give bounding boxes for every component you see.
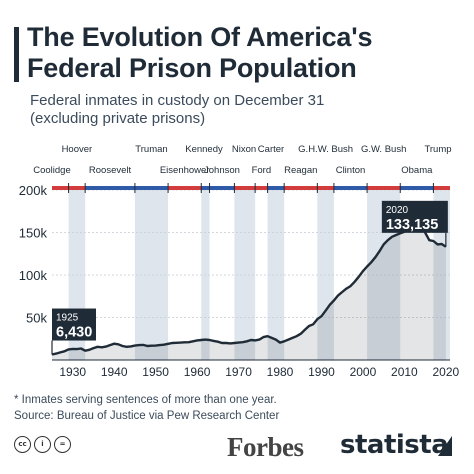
president-label: Johnson xyxy=(204,165,240,176)
callout-box xyxy=(52,308,96,341)
x-tick-label: 2000 xyxy=(350,365,377,379)
president-label: G.W. Bush xyxy=(361,144,406,155)
x-tick-label: 1990 xyxy=(308,365,335,379)
president-term-bar xyxy=(209,186,235,190)
statista-logo-mark-icon xyxy=(438,436,452,456)
president-term-bar xyxy=(267,186,285,190)
title-accent-bar xyxy=(14,27,19,82)
title-line-2: Federal Prison Population xyxy=(27,53,357,83)
president-term-bar xyxy=(234,186,256,190)
x-tick-label: 2010 xyxy=(391,365,418,379)
president-label: Truman xyxy=(135,144,167,155)
y-tick-label: 50k xyxy=(26,311,47,326)
president-term-bar xyxy=(168,186,202,190)
x-tick-label: 1980 xyxy=(267,365,294,379)
president-term-bar xyxy=(201,186,210,190)
callout-box xyxy=(381,200,448,233)
president-label: Reagan xyxy=(284,165,317,176)
creative-commons-icon[interactable]: cc xyxy=(14,436,31,453)
license-icons: cc i = xyxy=(14,436,71,453)
page-title: The Evolution Of America's Federal Priso… xyxy=(27,22,467,84)
x-tick-label: 1970 xyxy=(225,365,252,379)
callout-value-label: 6,430 xyxy=(56,325,92,341)
president-label: Roosevelt xyxy=(89,165,132,176)
president-term-bar xyxy=(317,186,334,190)
president-label: Ford xyxy=(252,165,272,176)
president-label: Trump xyxy=(424,144,451,155)
president-term-bar xyxy=(255,186,268,190)
president-term-bar xyxy=(433,186,450,190)
president-term-bar xyxy=(52,186,69,190)
president-label: G.H.W. Bush xyxy=(298,144,353,155)
president-label: Nixon xyxy=(232,144,256,155)
president-term-bar xyxy=(284,186,318,190)
no-derivatives-icon[interactable]: = xyxy=(54,436,71,453)
president-term-bar xyxy=(333,186,368,190)
subtitle: Federal inmates in custody on December 3… xyxy=(30,92,450,128)
president-term-bar xyxy=(134,186,169,190)
footnote: * Inmates serving sentences of more than… xyxy=(14,394,277,406)
series-line xyxy=(51,223,447,356)
president-term-bar xyxy=(68,186,86,190)
x-tick-label: 1940 xyxy=(101,365,128,379)
chart-notes: * Inmates serving sentences of more than… xyxy=(14,392,464,424)
president-term-bar xyxy=(367,186,401,190)
attribution-icon[interactable]: i xyxy=(34,436,51,453)
title-line-1: The Evolution Of America's xyxy=(27,22,373,52)
source-note: Source: Bureau of Justice via Pew Resear… xyxy=(14,410,280,422)
x-tick-label: 1930 xyxy=(59,365,86,379)
president-label: Clinton xyxy=(336,165,366,176)
callout-year-label: 2020 xyxy=(386,205,409,216)
prison-population-chart: 50k 100k 150k 200k 1930 1940 1950 1960 1970 1980 1… xyxy=(19,144,460,379)
subtitle-line-2: (excluding private prisons) xyxy=(30,110,206,127)
term-band xyxy=(134,190,169,360)
president-label: Obama xyxy=(401,165,433,176)
president-label: Kennedy xyxy=(185,144,223,155)
president-term-bar xyxy=(400,186,434,190)
president-label: Carter xyxy=(258,144,284,155)
y-tick-label: 100k xyxy=(19,268,48,283)
callout-value-label: 133,135 xyxy=(386,217,438,233)
forbes-logo[interactable]: Forbes xyxy=(227,432,304,462)
president-label: Eisenhower xyxy=(160,165,210,176)
y-tick-label: 150k xyxy=(19,226,48,241)
footer: cc i = Forbes statista xyxy=(0,426,474,474)
x-tick-label: 1960 xyxy=(184,365,211,379)
x-tick-label: 2020 xyxy=(433,365,460,379)
callout-year-label: 1925 xyxy=(56,313,79,324)
subtitle-line-1: Federal inmates in custody on December 3… xyxy=(30,92,325,109)
president-label: Coolidge xyxy=(33,165,71,176)
president-term-bar xyxy=(85,186,135,190)
x-tick-label: 1950 xyxy=(142,365,169,379)
series-area xyxy=(52,224,446,360)
statista-logo[interactable]: statista xyxy=(340,430,449,460)
president-label: Hoover xyxy=(62,144,93,155)
y-tick-label: 200k xyxy=(19,183,48,198)
